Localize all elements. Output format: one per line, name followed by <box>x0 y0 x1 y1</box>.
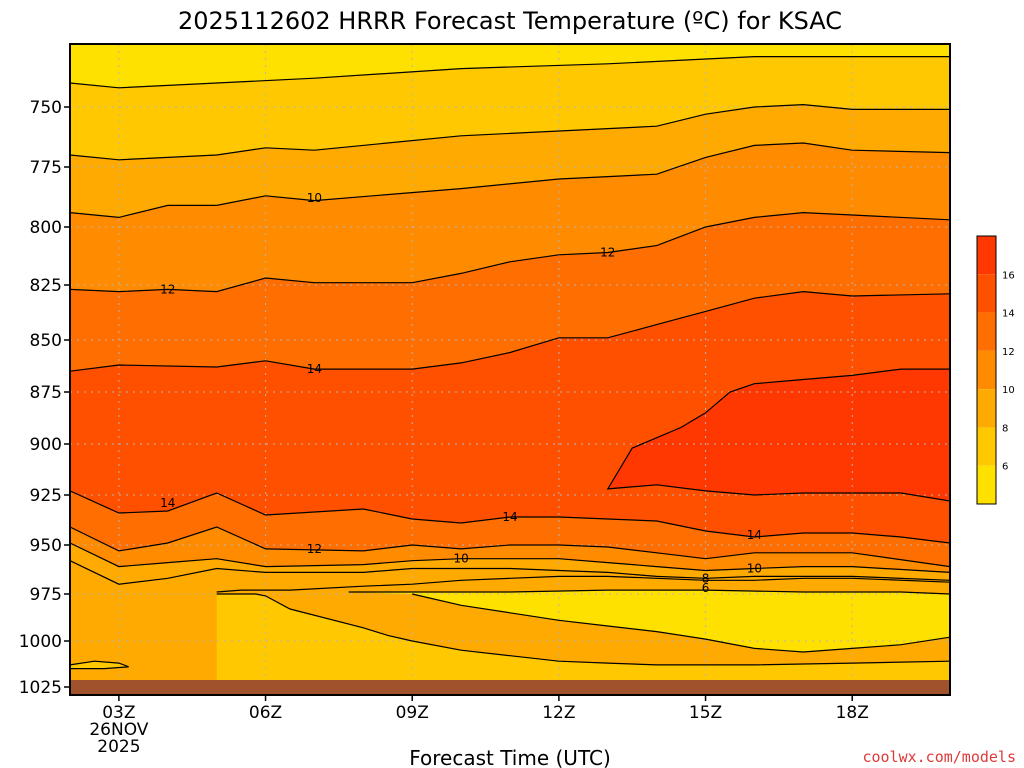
y-tick-label: 875 <box>30 383 62 403</box>
temperature-fill-layer <box>70 44 950 695</box>
band-8-10-upper <box>70 104 950 218</box>
contour-line-14 <box>70 290 950 372</box>
contour-line-8 <box>216 593 950 666</box>
y-tick-label: 1025 <box>19 678 62 698</box>
colorbar-segment <box>977 274 996 313</box>
x-tick-label: 18Z <box>836 703 869 723</box>
contour-label: 14 <box>160 496 175 510</box>
colorbar-label: 6 <box>1002 462 1008 473</box>
y-tick-label: 825 <box>30 276 62 296</box>
contour-line-16 <box>606 368 950 502</box>
x-tick-label: 09Z <box>396 703 429 723</box>
y-axis: 750 775 800 825 850 875 900 925 950 975 1000 1025 <box>19 98 70 698</box>
colorbar-label: 16 <box>1002 270 1015 281</box>
band-12-14-lower <box>70 490 950 567</box>
band-10-12-lower <box>70 527 950 573</box>
colorbar-label: 10 <box>1002 385 1015 396</box>
colorbar-label: 8 <box>1002 423 1008 434</box>
band-10-12-upper <box>70 143 950 292</box>
band-gt16 <box>607 369 950 501</box>
contour-line-6 <box>412 593 950 653</box>
colorbar-segment <box>977 236 996 275</box>
colorbar-segment <box>977 465 996 504</box>
contour-label-layer: 10 12 12 14 14 14 12 10 14 10 86 <box>160 191 762 595</box>
y-tick-label: 975 <box>30 585 62 605</box>
contour-label: 14 <box>747 528 762 542</box>
contour-line-6 <box>70 56 950 89</box>
credit-link[interactable]: coolwx.com/models <box>862 748 1016 766</box>
contour-label: 10 <box>307 191 322 205</box>
contour-label: 12 <box>307 542 322 556</box>
contour-line-10 <box>70 542 950 573</box>
band-6-8-lower <box>216 594 950 695</box>
contour-label: 14 <box>307 362 322 376</box>
y-tick-label: 775 <box>30 158 62 178</box>
contour-line-8 <box>70 560 950 585</box>
band-8-10-lower <box>70 543 950 585</box>
band-6-8-upper <box>70 56 950 160</box>
colorbar-segment <box>977 389 996 428</box>
x-tick-label: 03Z <box>102 703 135 723</box>
contour-line-6 <box>216 575 950 593</box>
contour-line-8 <box>70 660 129 670</box>
colorbar-segment <box>977 427 996 466</box>
contour-label: 10 <box>747 562 762 576</box>
contour-label: 12 <box>600 246 615 260</box>
x-axis-label: Forecast Time (UTC) <box>409 746 611 768</box>
y-tick-label: 800 <box>30 218 62 238</box>
contour-label: 8 <box>702 571 710 585</box>
contour-label: 12 <box>160 282 175 296</box>
colorbar-label: 14 <box>1002 309 1015 320</box>
y-tick-label: 950 <box>30 536 62 556</box>
contour-label: 14 <box>502 510 517 524</box>
band-12-14-upper <box>70 212 950 372</box>
x-tick-label: 12Z <box>542 703 575 723</box>
band-lt6-lower <box>348 590 950 652</box>
x-tick-label: 2025 <box>97 737 140 757</box>
contour-layer <box>70 56 950 670</box>
x-tick-label: 06Z <box>249 703 282 723</box>
contour-line-8 <box>70 103 950 161</box>
y-tick-label: 750 <box>30 98 62 118</box>
plot-frame <box>69 43 951 696</box>
x-tick-label: 15Z <box>689 703 722 723</box>
y-tick-label: 925 <box>30 486 62 506</box>
ground-level-bar <box>70 680 950 695</box>
colorbar-legend: 6 8 10 12 14 16 <box>976 235 1015 505</box>
colorbar-frame <box>976 235 997 505</box>
contour-label: 6 <box>702 581 710 595</box>
y-tick-label: 1000 <box>19 632 62 652</box>
y-tick-label: 850 <box>30 331 62 351</box>
colorbar-segment <box>977 312 996 351</box>
contour-line-6 <box>348 589 950 595</box>
colorbar-label: 12 <box>1002 347 1015 358</box>
contour-label: 10 <box>453 552 468 566</box>
band-lt6-top <box>70 44 950 88</box>
chart-title: 2025112602 HRRR Forecast Temperature (ºC… <box>178 7 842 35</box>
contour-line-10 <box>70 142 950 219</box>
x-tick-label: 26NOV <box>89 720 148 740</box>
contour-line-12 <box>70 526 950 568</box>
colorbar-segment <box>977 350 996 390</box>
y-tick-label: 900 <box>30 435 62 455</box>
contour-line-12 <box>70 211 950 293</box>
contour-line-14 <box>70 490 950 544</box>
